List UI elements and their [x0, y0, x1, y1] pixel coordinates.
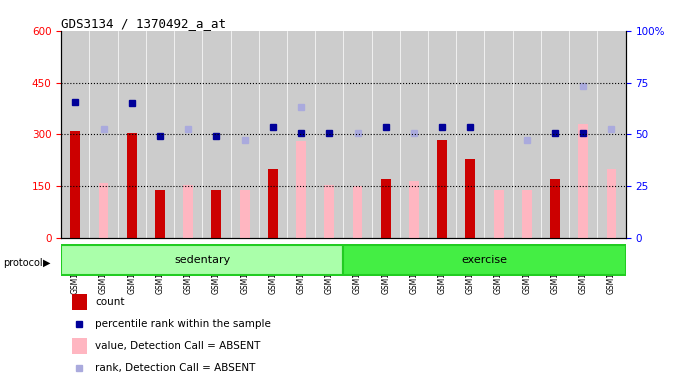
Bar	[296, 141, 306, 238]
Bar	[183, 184, 193, 238]
Text: percentile rank within the sample: percentile rank within the sample	[95, 319, 271, 329]
Bar	[409, 181, 419, 238]
Bar	[381, 179, 391, 238]
Text: protocol: protocol	[3, 258, 43, 268]
Bar	[465, 159, 475, 238]
Bar	[211, 190, 222, 238]
Bar	[70, 131, 80, 238]
Text: GDS3134 / 1370492_a_at: GDS3134 / 1370492_a_at	[61, 17, 226, 30]
Text: sedentary: sedentary	[174, 255, 231, 265]
Bar	[578, 124, 588, 238]
Bar	[494, 190, 504, 238]
Text: rank, Detection Call = ABSENT: rank, Detection Call = ABSENT	[95, 363, 256, 373]
Bar	[522, 190, 532, 238]
Bar	[73, 338, 86, 354]
Bar	[155, 190, 165, 238]
FancyBboxPatch shape	[343, 245, 626, 275]
Bar	[268, 169, 278, 238]
Bar	[550, 179, 560, 238]
Text: ▶: ▶	[42, 258, 50, 268]
FancyBboxPatch shape	[61, 245, 343, 275]
Bar	[239, 190, 250, 238]
Text: value, Detection Call = ABSENT: value, Detection Call = ABSENT	[95, 341, 260, 351]
Bar	[296, 183, 306, 238]
Bar	[126, 132, 137, 238]
Bar	[437, 139, 447, 238]
Bar	[607, 169, 617, 238]
Text: count: count	[95, 297, 124, 307]
Bar	[73, 294, 86, 310]
Bar	[352, 186, 362, 238]
Text: exercise: exercise	[462, 255, 507, 265]
Bar	[99, 183, 109, 238]
Bar	[324, 184, 335, 238]
